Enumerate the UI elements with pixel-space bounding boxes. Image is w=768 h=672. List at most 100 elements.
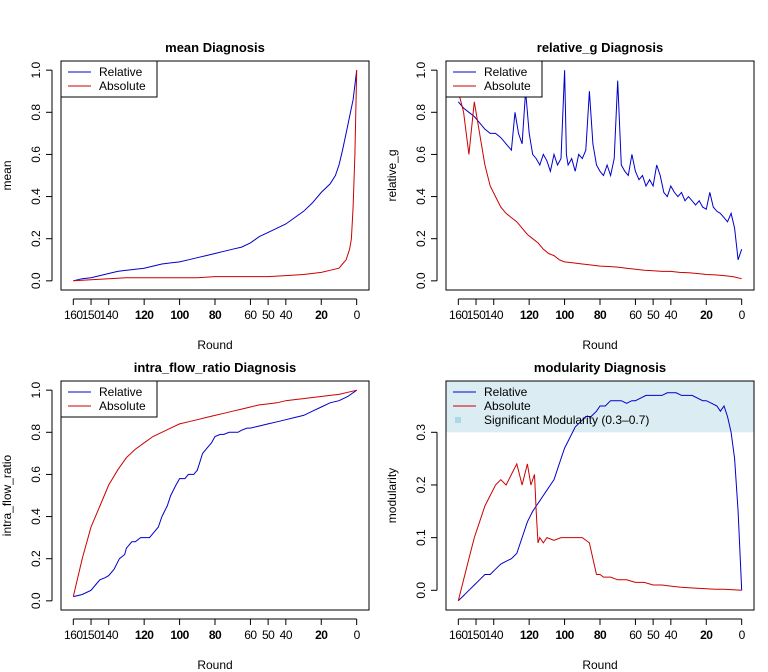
x-tick-label: 100: [170, 308, 189, 322]
legend-label: Absolute: [99, 79, 146, 93]
x-tick-label: 0: [354, 308, 361, 322]
y-tick-label: 1.0: [29, 381, 43, 398]
x-tick-label: 100: [555, 628, 574, 642]
x-axis: 160 150 140 120 100 80 60 50 40 20 0: [449, 298, 746, 322]
y-axis-label: mean: [0, 160, 14, 190]
x-tick-label: 120: [520, 308, 539, 322]
series-line-absolute: [457, 462, 742, 601]
x-tick-label: 80: [594, 308, 607, 322]
x-axis-label: Round: [582, 338, 617, 352]
legend-label: Absolute: [99, 399, 146, 413]
x-tick-label: 20: [315, 628, 328, 642]
x-tick-label: 140: [484, 308, 503, 322]
y-axis-label: intra_flow_ratio: [0, 454, 14, 536]
y-axis: 0.0 0.2 0.4 0.6 0.8 1.0: [29, 61, 53, 289]
legend-box: [445, 60, 543, 98]
plot-frame: [60, 380, 370, 611]
chart-title: intra_flow_ratio Diagnosis: [134, 360, 297, 375]
series-line-relative: [73, 70, 358, 282]
x-tick-label: 140: [99, 628, 118, 642]
x-tick-label: 60: [244, 308, 257, 322]
x-tick-label: 0: [739, 308, 746, 322]
x-tick-label: 0: [739, 628, 746, 642]
y-axis: 0.0 0.2 0.4 0.6 0.8 1.0: [414, 61, 438, 289]
y-axis: 0.0 0.2 0.4 0.6 0.8 1.0: [29, 381, 53, 609]
y-tick-label: 0.6: [29, 466, 43, 483]
x-axis: 160 150 140 120 100 80 60 50 40 20 0: [64, 618, 361, 642]
y-tick-label: 0.0: [29, 592, 43, 609]
x-tick-label: 150: [467, 628, 486, 642]
series-line-absolute: [457, 91, 742, 280]
x-tick-label: 50: [647, 628, 660, 642]
chart-title: mean Diagnosis: [165, 40, 265, 55]
plot-frame: [60, 60, 370, 291]
legend-label: Absolute: [484, 79, 531, 93]
legend-box: [60, 380, 158, 418]
x-tick-label: 40: [280, 628, 293, 642]
y-tick-label: 0.4: [29, 508, 43, 525]
panel-2: relative_g Diagnosis 160 150 140 120 100 80 60 5…: [385, 40, 755, 352]
x-tick-label: 100: [555, 308, 574, 322]
x-tick-label: 140: [484, 628, 503, 642]
y-tick-label: 0.8: [29, 424, 43, 441]
y-tick-label: 0.0: [414, 582, 428, 599]
series-line-relative: [457, 392, 743, 602]
x-axis-label: Round: [582, 658, 617, 672]
plot-frame: [445, 60, 755, 291]
x-tick-label: 100: [170, 628, 189, 642]
x-tick-label: 150: [467, 308, 486, 322]
y-tick-label: 0.6: [29, 146, 43, 163]
x-axis-label: Round: [197, 338, 232, 352]
x-tick-label: 40: [665, 308, 678, 322]
y-axis-label: modularity: [385, 468, 399, 523]
y-tick-label: 0.8: [414, 104, 428, 121]
y-tick-label: 0.2: [29, 550, 43, 567]
x-tick-label: 80: [594, 628, 607, 642]
panel-4: modularity Diagnosis 160 150 140 120 100 80 60 5…: [385, 360, 755, 672]
x-tick-label: 60: [629, 628, 642, 642]
x-tick-label: 20: [315, 308, 328, 322]
legend-label: Absolute: [484, 399, 531, 413]
series-line-absolute: [72, 389, 357, 597]
x-tick-label: 120: [520, 628, 539, 642]
x-axis: 160 150 140 120 100 80 60 50 40 20 0: [449, 618, 746, 642]
x-tick-label: 160: [449, 308, 468, 322]
series-line-relative: [457, 70, 743, 260]
y-tick-label: 0.1: [414, 529, 428, 546]
x-tick-label: 40: [280, 308, 293, 322]
legend-box: [60, 60, 158, 98]
x-tick-label: 50: [647, 308, 660, 322]
chart-title: relative_g Diagnosis: [537, 40, 663, 55]
x-tick-label: 160: [64, 308, 83, 322]
plot-frame: [445, 380, 755, 611]
legend-label: Significant Modularity (0.3–0.7): [484, 413, 649, 427]
x-tick-label: 60: [629, 308, 642, 322]
x-tick-label: 160: [64, 628, 83, 642]
y-tick-label: 0.2: [414, 476, 428, 493]
y-tick-label: 0.8: [29, 104, 43, 121]
panel-3: intra_flow_ratio Diagnosis 160 150 140 120 10…: [0, 360, 370, 672]
legend-label: Relative: [99, 65, 143, 79]
y-tick-label: 0.4: [29, 188, 43, 205]
y-tick-label: 0.2: [414, 230, 428, 247]
y-tick-label: 0.2: [29, 230, 43, 247]
x-tick-label: 80: [209, 628, 222, 642]
x-axis: 160 150 140 120 100 80 60 50 40 20 0: [64, 298, 361, 322]
y-axis-label: relative_g: [385, 149, 399, 201]
y-tick-label: 1.0: [29, 61, 43, 78]
y-tick-label: 0.0: [414, 272, 428, 289]
x-tick-label: 50: [262, 308, 275, 322]
x-tick-label: 0: [354, 628, 361, 642]
legend-key-band: [455, 417, 461, 423]
x-tick-label: 20: [700, 308, 713, 322]
x-tick-label: 80: [209, 308, 222, 322]
legend-label: Relative: [99, 385, 143, 399]
y-tick-label: 0.3: [414, 424, 428, 441]
y-tick-label: 0.6: [414, 146, 428, 163]
x-tick-label: 20: [700, 628, 713, 642]
x-axis-label: Round: [197, 658, 232, 672]
series-line-absolute: [73, 70, 358, 282]
